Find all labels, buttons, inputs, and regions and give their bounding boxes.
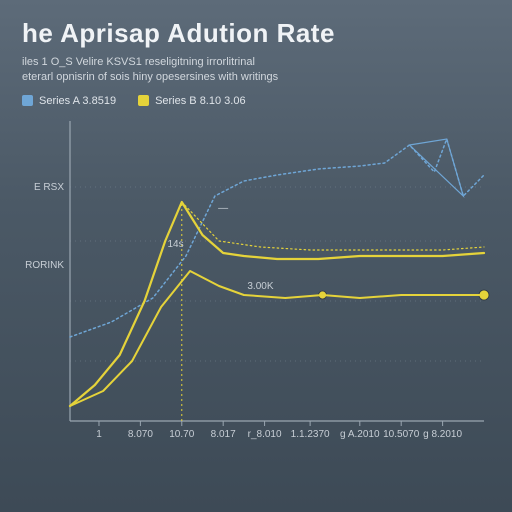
x-tick-label: 1.1.2370 — [291, 429, 330, 440]
x-tick-label: 8.070 — [128, 429, 153, 440]
legend-item-b: Series B 8.10 3.06 — [138, 95, 246, 107]
legend-label-a: Series A 3.8519 — [39, 95, 116, 107]
x-tick-label: g A.2010 — [340, 429, 380, 440]
triangle-marker-icon — [409, 139, 463, 196]
subtitle-line-2: eterarl opnisrin of sois hiny opesersine… — [22, 70, 490, 85]
y-tick-label: RORINK — [25, 260, 64, 271]
x-tick-label: 8.017 — [211, 429, 236, 440]
series-yellow-lower — [70, 271, 484, 406]
y-tick-label: E RSX — [34, 182, 64, 193]
subtitle: iles 1 O_S Velire KSVS1 reseligitning ir… — [22, 55, 490, 85]
line-chart: E RSX RORINK 1 8.070 10.70 8.017 r_8.010 1.1.23… — [22, 115, 490, 455]
annotation-label: 14s — [168, 239, 184, 250]
x-tick-label: g 8.2010 — [423, 429, 462, 440]
x-tick-label: 1 — [96, 429, 102, 440]
legend-swatch-a — [22, 95, 33, 106]
legend-label-b: Series B 8.10 3.06 — [155, 95, 246, 107]
series-blue-line — [70, 139, 484, 337]
legend: Series A 3.8519 Series B 8.10 3.06 — [22, 95, 490, 107]
legend-item-a: Series A 3.8519 — [22, 95, 116, 107]
x-tick-label: 10.5070 — [383, 429, 420, 440]
series-yellow-main — [70, 202, 484, 406]
annotation-label: — — [218, 203, 228, 214]
legend-swatch-b — [138, 95, 149, 106]
subtitle-line-1: iles 1 O_S Velire KSVS1 reseligitning ir… — [22, 55, 490, 70]
x-tick-label: r_8.010 — [248, 429, 282, 440]
annotation-label: 3.00K — [247, 281, 273, 292]
x-tick-label: 10.70 — [169, 429, 194, 440]
page-title: he Aprisap Adution Rate — [22, 18, 490, 49]
